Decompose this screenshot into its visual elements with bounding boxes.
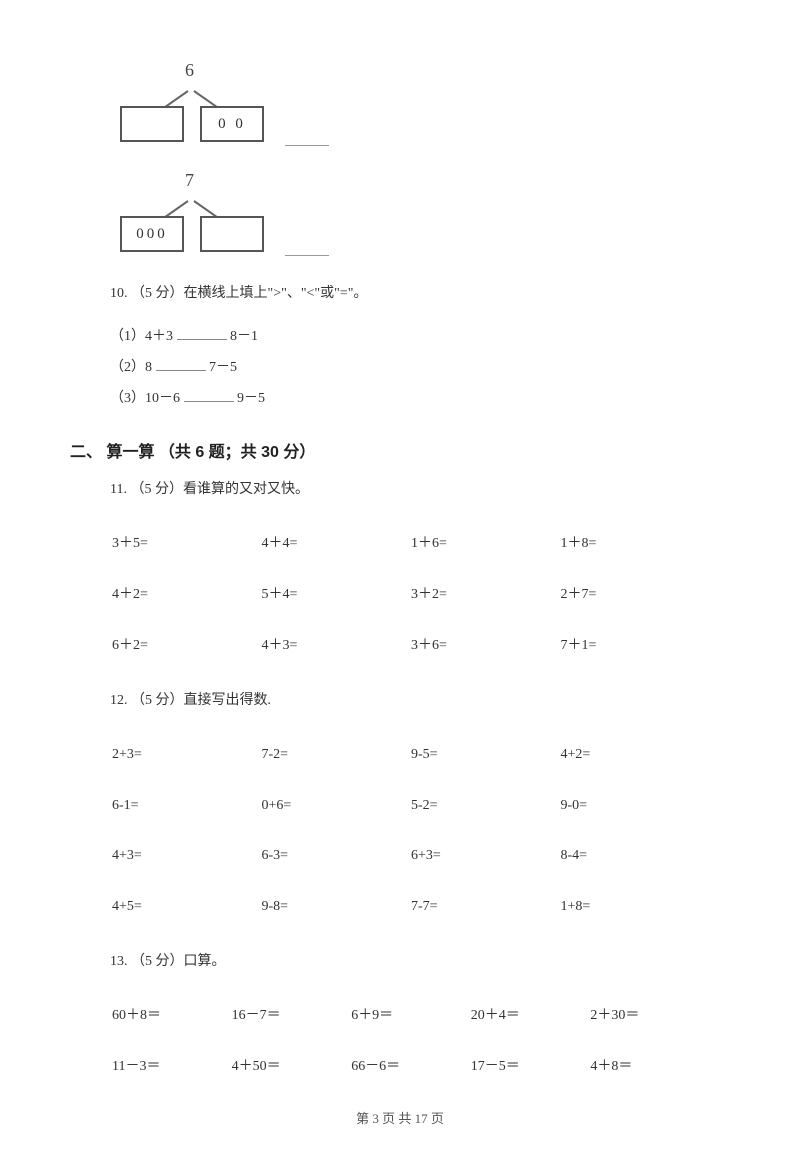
- split-top-value: 7: [185, 170, 194, 191]
- question-10: 10. （5 分）在横线上填上">"、"<"或"="。: [110, 280, 710, 308]
- q10-c-right: 9－5: [237, 391, 265, 406]
- answer-blank: [184, 387, 234, 402]
- split-left-box: [120, 106, 184, 142]
- q10-b-left: （2）8: [110, 360, 152, 375]
- q13-cell: 16－7＝: [232, 992, 350, 1041]
- q12-cell: 7-2=: [262, 731, 410, 780]
- q12-cell: 5-2=: [411, 782, 559, 831]
- question-12-header: 12. （5 分）直接写出得数.: [110, 687, 710, 715]
- q13-cell: 6＋9＝: [351, 992, 469, 1041]
- q12-cell: 4+5=: [112, 883, 260, 932]
- answer-blank: [177, 325, 227, 340]
- question-10-items: （1）4＋3 8－1 （2）8 7－5 （3）10－6 9－5: [110, 322, 710, 414]
- q12-cell: 6-3=: [262, 832, 410, 881]
- question-13-header: 13. （5 分）口算。: [110, 948, 710, 976]
- q11-cell: 1＋6=: [411, 520, 559, 569]
- answer-blank: [285, 255, 329, 256]
- q11-cell: 7＋1=: [561, 622, 709, 671]
- question-11-header: 11. （5 分）看谁算的又对又快。: [110, 476, 710, 504]
- answer-blank: [285, 145, 329, 146]
- q12-cell: 2+3=: [112, 731, 260, 780]
- answer-blank: [156, 356, 206, 371]
- question-11-grid: 3＋5= 4＋4= 1＋6= 1＋8= 4＋2= 5＋4= 3＋2= 2＋7= …: [110, 518, 710, 672]
- q11-cell: 5＋4=: [262, 571, 410, 620]
- q11-cell: 6＋2=: [112, 622, 260, 671]
- q11-cell: 2＋7=: [561, 571, 709, 620]
- split-top-value: 6: [185, 60, 194, 81]
- q11-cell: 3＋2=: [411, 571, 559, 620]
- q11-cell: 4＋3=: [262, 622, 410, 671]
- question-13-grid: 60＋8＝ 16－7＝ 6＋9＝ 20＋4＝ 2＋30＝ 11－3＝ 4＋50＝…: [110, 990, 710, 1094]
- question-10-header: 10. （5 分）在横线上填上">"、"<"或"="。: [110, 280, 710, 308]
- q13-cell: 66－6＝: [351, 1043, 469, 1092]
- q13-cell: 4＋8＝: [590, 1043, 708, 1092]
- q13-cell: 4＋50＝: [232, 1043, 350, 1092]
- q10-b-right: 7－5: [209, 360, 237, 375]
- q12-cell: 8-4=: [561, 832, 709, 881]
- q13-cell: 17－5＝: [471, 1043, 589, 1092]
- q10-a-right: 8－1: [230, 329, 258, 344]
- q10-c-left: （3）10－6: [110, 391, 180, 406]
- q12-cell: 4+3=: [112, 832, 260, 881]
- q11-cell: 4＋2=: [112, 571, 260, 620]
- split-diagram-7: 7 000: [110, 170, 710, 260]
- q12-cell: 9-5=: [411, 731, 559, 780]
- q13-cell: 2＋30＝: [590, 992, 708, 1041]
- q12-cell: 9-0=: [561, 782, 709, 831]
- q12-cell: 1+8=: [561, 883, 709, 932]
- q13-cell: 60＋8＝: [112, 992, 230, 1041]
- q12-cell: 6-1=: [112, 782, 260, 831]
- q11-cell: 3＋5=: [112, 520, 260, 569]
- q11-cell: 3＋6=: [411, 622, 559, 671]
- q11-cell: 1＋8=: [561, 520, 709, 569]
- q13-cell: 11－3＝: [112, 1043, 230, 1092]
- split-diagram-6: 6 0 0: [110, 60, 710, 150]
- q12-cell: 6+3=: [411, 832, 559, 881]
- q13-cell: 20＋4＝: [471, 992, 589, 1041]
- q10-a-left: （1）4＋3: [110, 329, 173, 344]
- q12-cell: 9-8=: [262, 883, 410, 932]
- q11-cell: 4＋4=: [262, 520, 410, 569]
- split-right-box: [200, 216, 264, 252]
- split-right-box: 0 0: [200, 106, 264, 142]
- section-2-heading: 二、 算一算 （共 6 题；共 30 分）: [70, 438, 710, 462]
- q12-cell: 7-7=: [411, 883, 559, 932]
- q12-cell: 4+2=: [561, 731, 709, 780]
- q12-cell: 0+6=: [262, 782, 410, 831]
- question-12-grid: 2+3= 7-2= 9-5= 4+2= 6-1= 0+6= 5-2= 9-0= …: [110, 729, 710, 934]
- split-left-box: 000: [120, 216, 184, 252]
- page-footer: 第 3 页 共 17 页: [90, 1108, 710, 1127]
